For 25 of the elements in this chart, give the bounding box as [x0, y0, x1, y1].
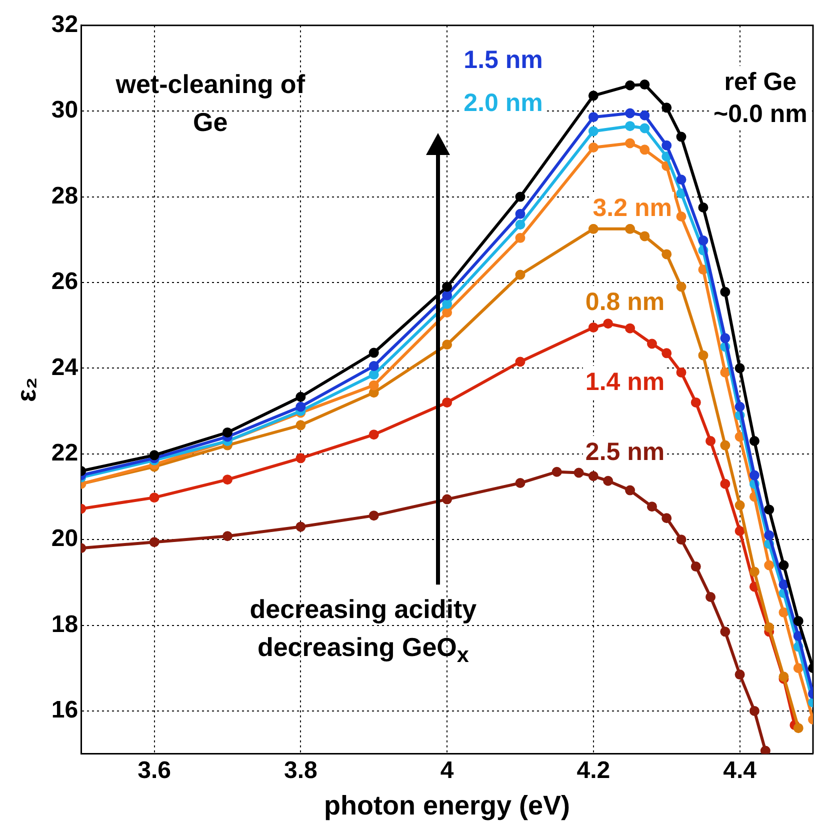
y-tick-label: 18 — [51, 610, 78, 638]
y-tick-label: 28 — [51, 182, 78, 210]
annotation: wet-cleaning of Ge — [114, 68, 306, 140]
series-label: ref Ge ~0.0 nm — [714, 66, 808, 130]
series-label: 3.2 nm — [592, 192, 672, 224]
y-axis-title: ε₂ — [12, 377, 42, 402]
x-tick-label: 3.8 — [284, 756, 318, 784]
series-label: 2.0 nm — [464, 86, 543, 119]
annotation: decreasing acidity decreasing GeO$_{x}$ — [248, 592, 478, 670]
x-axis-title: photon energy (eV) — [324, 790, 570, 820]
y-tick-label: 30 — [51, 96, 78, 124]
x-tick-label: 4.2 — [576, 756, 610, 784]
y-tick-label: 24 — [51, 354, 79, 381]
y-tick-label: 32 — [51, 11, 78, 38]
series-label: 0.8 nm — [585, 286, 665, 318]
x-tick-label: 3.6 — [138, 756, 171, 784]
x-tick-label: 4 — [440, 756, 454, 784]
x-tick-label: 4.4 — [723, 756, 758, 784]
text: 1.5 nm — [464, 44, 543, 76]
y-tick-label: 26 — [51, 268, 78, 296]
y-tick-label: 20 — [51, 525, 78, 552]
series-label: 1.4 nm — [585, 366, 665, 398]
y-tick-label: 22 — [51, 439, 78, 466]
y-tick-label: 16 — [51, 696, 78, 724]
series-label: 2.5 nm — [585, 436, 665, 468]
